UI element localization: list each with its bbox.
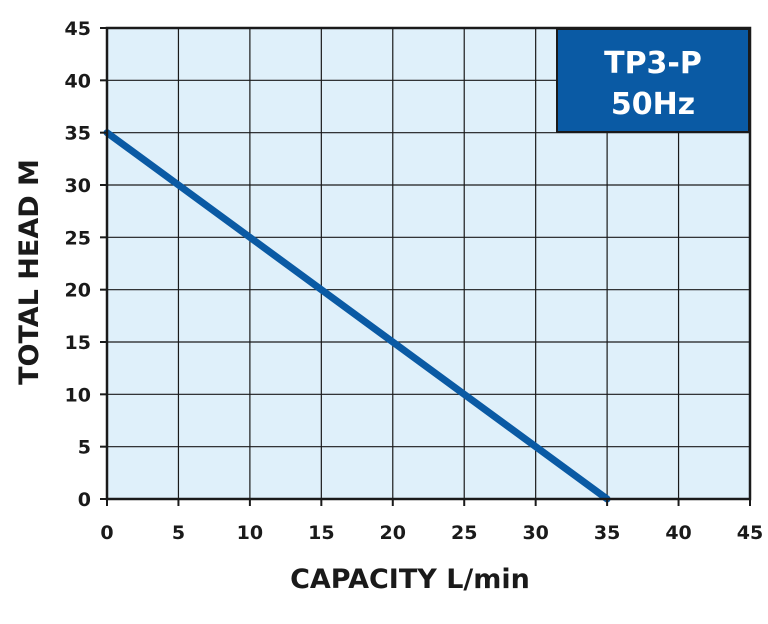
y-tick-label: 40 xyxy=(65,70,91,92)
y-tick-label: 45 xyxy=(65,18,91,40)
y-tick-label: 0 xyxy=(78,489,91,511)
model-badge-frequency: 50Hz xyxy=(611,87,695,122)
pump-curve-line xyxy=(103,129,611,503)
x-tick-label: 35 xyxy=(594,522,620,544)
plot-area-border xyxy=(105,26,752,501)
x-tick-label: 0 xyxy=(100,522,113,544)
model-badge-box xyxy=(556,28,750,133)
y-tick-label: 10 xyxy=(65,384,91,406)
x-tick-label: 45 xyxy=(737,522,763,544)
y-tick-label: 15 xyxy=(65,332,91,354)
x-tick-label: 40 xyxy=(665,522,691,544)
x-tick-label: 25 xyxy=(451,522,477,544)
x-tick-label: 20 xyxy=(380,522,406,544)
y-tick-label: 30 xyxy=(65,175,91,197)
x-tick-label: 10 xyxy=(237,522,263,544)
x-axis-title: CAPACITY L/min xyxy=(290,564,530,595)
y-axis-ticks: 0 5 10 15 20 25 30 35 40 45 xyxy=(65,18,107,511)
y-axis-title: TOTAL HEAD M xyxy=(14,159,45,385)
series-layer xyxy=(103,129,611,503)
model-badge: TP3-P 50Hz xyxy=(556,28,750,133)
y-tick-label: 20 xyxy=(65,280,91,302)
y-tick-label: 5 xyxy=(78,437,91,459)
x-tick-label: 5 xyxy=(172,522,185,544)
y-tick-label: 25 xyxy=(65,227,91,249)
model-badge-name: TP3-P xyxy=(604,46,702,81)
y-tick-label: 35 xyxy=(65,123,91,145)
x-tick-label: 15 xyxy=(308,522,334,544)
x-axis-ticks: 0 5 10 15 20 25 30 35 40 45 xyxy=(100,499,763,544)
x-tick-label: 30 xyxy=(522,522,548,544)
